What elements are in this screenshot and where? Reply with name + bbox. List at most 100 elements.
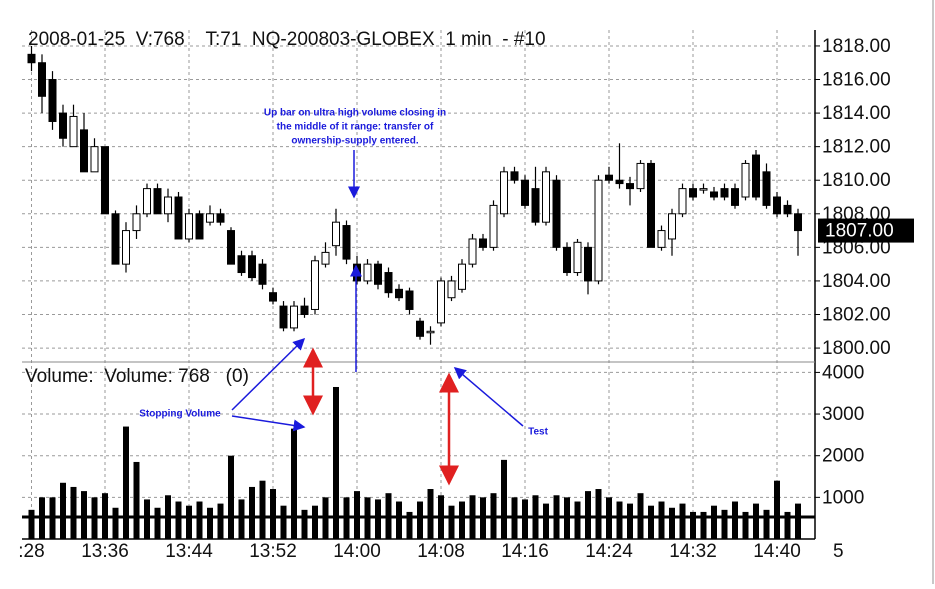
volume-bar <box>627 503 633 539</box>
volume-bar <box>175 501 182 539</box>
candle-body <box>227 230 235 265</box>
volume-bar <box>721 509 728 539</box>
candle-body <box>237 255 246 274</box>
volume-bar <box>763 509 770 539</box>
volume-bar <box>417 501 423 539</box>
candle-body <box>122 230 130 265</box>
candle-body <box>111 213 120 265</box>
candle-body <box>258 263 267 285</box>
candle-body <box>48 79 57 122</box>
volume-bar <box>700 511 707 539</box>
candle-body <box>752 154 760 198</box>
volume-bar <box>333 386 339 539</box>
y-tick-label: 1806.00 <box>822 237 891 258</box>
candle-body <box>762 171 771 206</box>
arrow <box>453 367 524 427</box>
candle-body <box>374 263 382 285</box>
candle-body <box>584 246 592 282</box>
volume-bar <box>249 486 255 539</box>
volume-bar <box>60 482 66 539</box>
candle-body <box>269 292 277 302</box>
candle-body <box>542 171 550 223</box>
volume-bar <box>28 509 35 539</box>
volume-bar <box>585 491 591 539</box>
candle-body <box>426 330 435 334</box>
y-tick-label: 1818.00 <box>822 36 891 57</box>
candle-body <box>405 290 414 310</box>
candle-body <box>321 251 330 265</box>
candle-body <box>300 305 309 315</box>
candle-body <box>206 213 214 223</box>
red-arrows <box>303 347 459 486</box>
volume-bar <box>448 505 455 539</box>
volume-bar <box>648 505 654 539</box>
candle-body <box>479 238 487 248</box>
volume-bar <box>123 426 129 539</box>
volume-bar <box>144 499 150 539</box>
candle-body <box>731 188 739 206</box>
volume-bar <box>784 511 791 539</box>
annotation: Stopping Volume <box>139 409 221 420</box>
volume-bar <box>112 507 119 539</box>
volume-bar <box>595 489 602 539</box>
candle-body <box>615 179 624 185</box>
candle-body <box>563 246 571 274</box>
x-tick-label: 13:44 <box>165 541 213 562</box>
candle-body <box>132 213 141 232</box>
x-tick-label: 14:24 <box>585 541 633 562</box>
x-tick-label: 14:32 <box>669 541 717 562</box>
candle-body <box>153 188 162 215</box>
annotation: Up bar on ultra high volume closing in <box>264 108 446 119</box>
x-tick-label: 13:36 <box>81 541 129 562</box>
candle-body <box>605 174 613 181</box>
grid <box>22 30 820 539</box>
volume-bar <box>406 511 413 539</box>
volume-bar <box>774 480 780 539</box>
volume-bar <box>81 491 87 539</box>
candle-body <box>447 280 456 299</box>
candle-body <box>279 305 288 329</box>
annotation: the middle of it range: transfer of <box>277 122 434 133</box>
candle-body <box>27 53 36 64</box>
corner-label: 5 <box>833 541 844 562</box>
candle-body <box>626 183 634 190</box>
volume-bar <box>217 503 224 539</box>
candle-body <box>668 213 676 240</box>
y-tick-label: 1800.00 <box>822 338 891 359</box>
y-tick-label: 1810.00 <box>822 170 891 191</box>
candle-body <box>363 263 372 282</box>
candle-body <box>437 280 445 324</box>
x-tick-label: 14:08 <box>417 541 465 562</box>
volume-bar <box>196 501 203 539</box>
candle-body <box>489 204 498 248</box>
volume-title: Volume: Volume: 768 (0) <box>25 366 249 387</box>
candle-body <box>416 320 424 337</box>
volume-bar <box>375 499 381 539</box>
candle-body <box>90 146 99 173</box>
volume-bar <box>679 503 686 539</box>
volume-bar <box>427 489 434 539</box>
last-price-box <box>818 218 914 243</box>
x-tick-label: :28 <box>18 541 44 562</box>
volume-bar <box>186 505 192 539</box>
candle-body <box>468 238 477 265</box>
volume-bar <box>753 503 759 539</box>
candle-body <box>500 171 508 215</box>
volume-bar <box>354 491 360 539</box>
candle-body <box>783 204 792 215</box>
annotation: ownership-supply entered. <box>291 136 418 147</box>
volume-bar <box>795 503 801 539</box>
labels: 1800.001802.001804.001806.001808.001810.… <box>18 36 914 562</box>
volume-bar <box>259 480 266 539</box>
candle-body <box>342 225 351 260</box>
candle-body <box>678 188 687 215</box>
volume-bar <box>154 507 161 539</box>
candle-body <box>647 162 655 248</box>
candle-body <box>458 263 466 290</box>
x-tick-label: 13:52 <box>249 541 297 562</box>
volume-bar <box>396 501 402 539</box>
candle-body <box>531 188 540 223</box>
volume-bar <box>690 511 696 539</box>
